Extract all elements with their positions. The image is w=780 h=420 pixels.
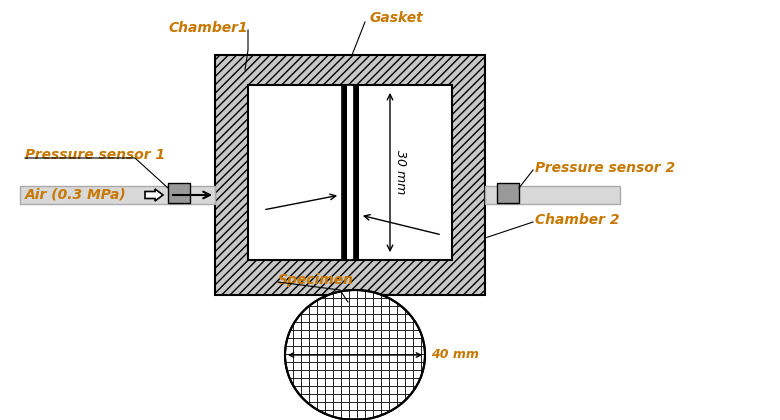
Text: Pressure sensor 1: Pressure sensor 1 [25, 148, 165, 162]
FancyArrow shape [145, 189, 163, 201]
Bar [353, 85, 358, 260]
Bar [168, 183, 190, 203]
Bar [497, 183, 519, 203]
Bar [342, 85, 347, 260]
Text: Pressure sensor 2: Pressure sensor 2 [535, 161, 675, 175]
Text: Specimen: Specimen [278, 273, 354, 287]
Bar [342, 85, 358, 260]
Bar [485, 186, 620, 204]
Text: Chamber 2: Chamber 2 [535, 213, 619, 227]
Bar [20, 186, 215, 204]
Text: Air (0.3 MPa): Air (0.3 MPa) [25, 188, 126, 202]
Bar [248, 85, 452, 260]
Text: Gasket: Gasket [370, 11, 424, 25]
Text: 40 mm: 40 mm [431, 349, 479, 362]
Bar [347, 85, 352, 260]
Text: 30 mm: 30 mm [394, 150, 407, 194]
Bar [215, 55, 485, 295]
Text: Chamber1: Chamber1 [168, 21, 248, 35]
Ellipse shape [285, 290, 425, 420]
